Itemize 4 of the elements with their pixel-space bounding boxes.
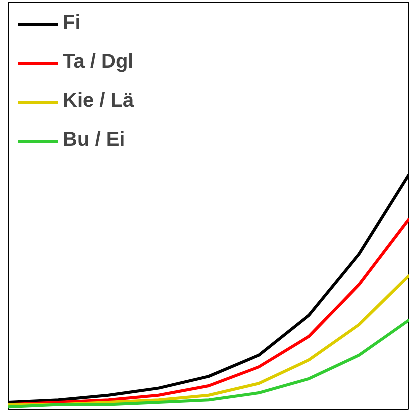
legend-label: Bu / Ei — [63, 129, 126, 152]
legend-label: Fi — [63, 12, 82, 35]
legend-label: Kie / Lä — [63, 90, 134, 113]
legend-label: Ta / Dgl — [63, 51, 134, 74]
